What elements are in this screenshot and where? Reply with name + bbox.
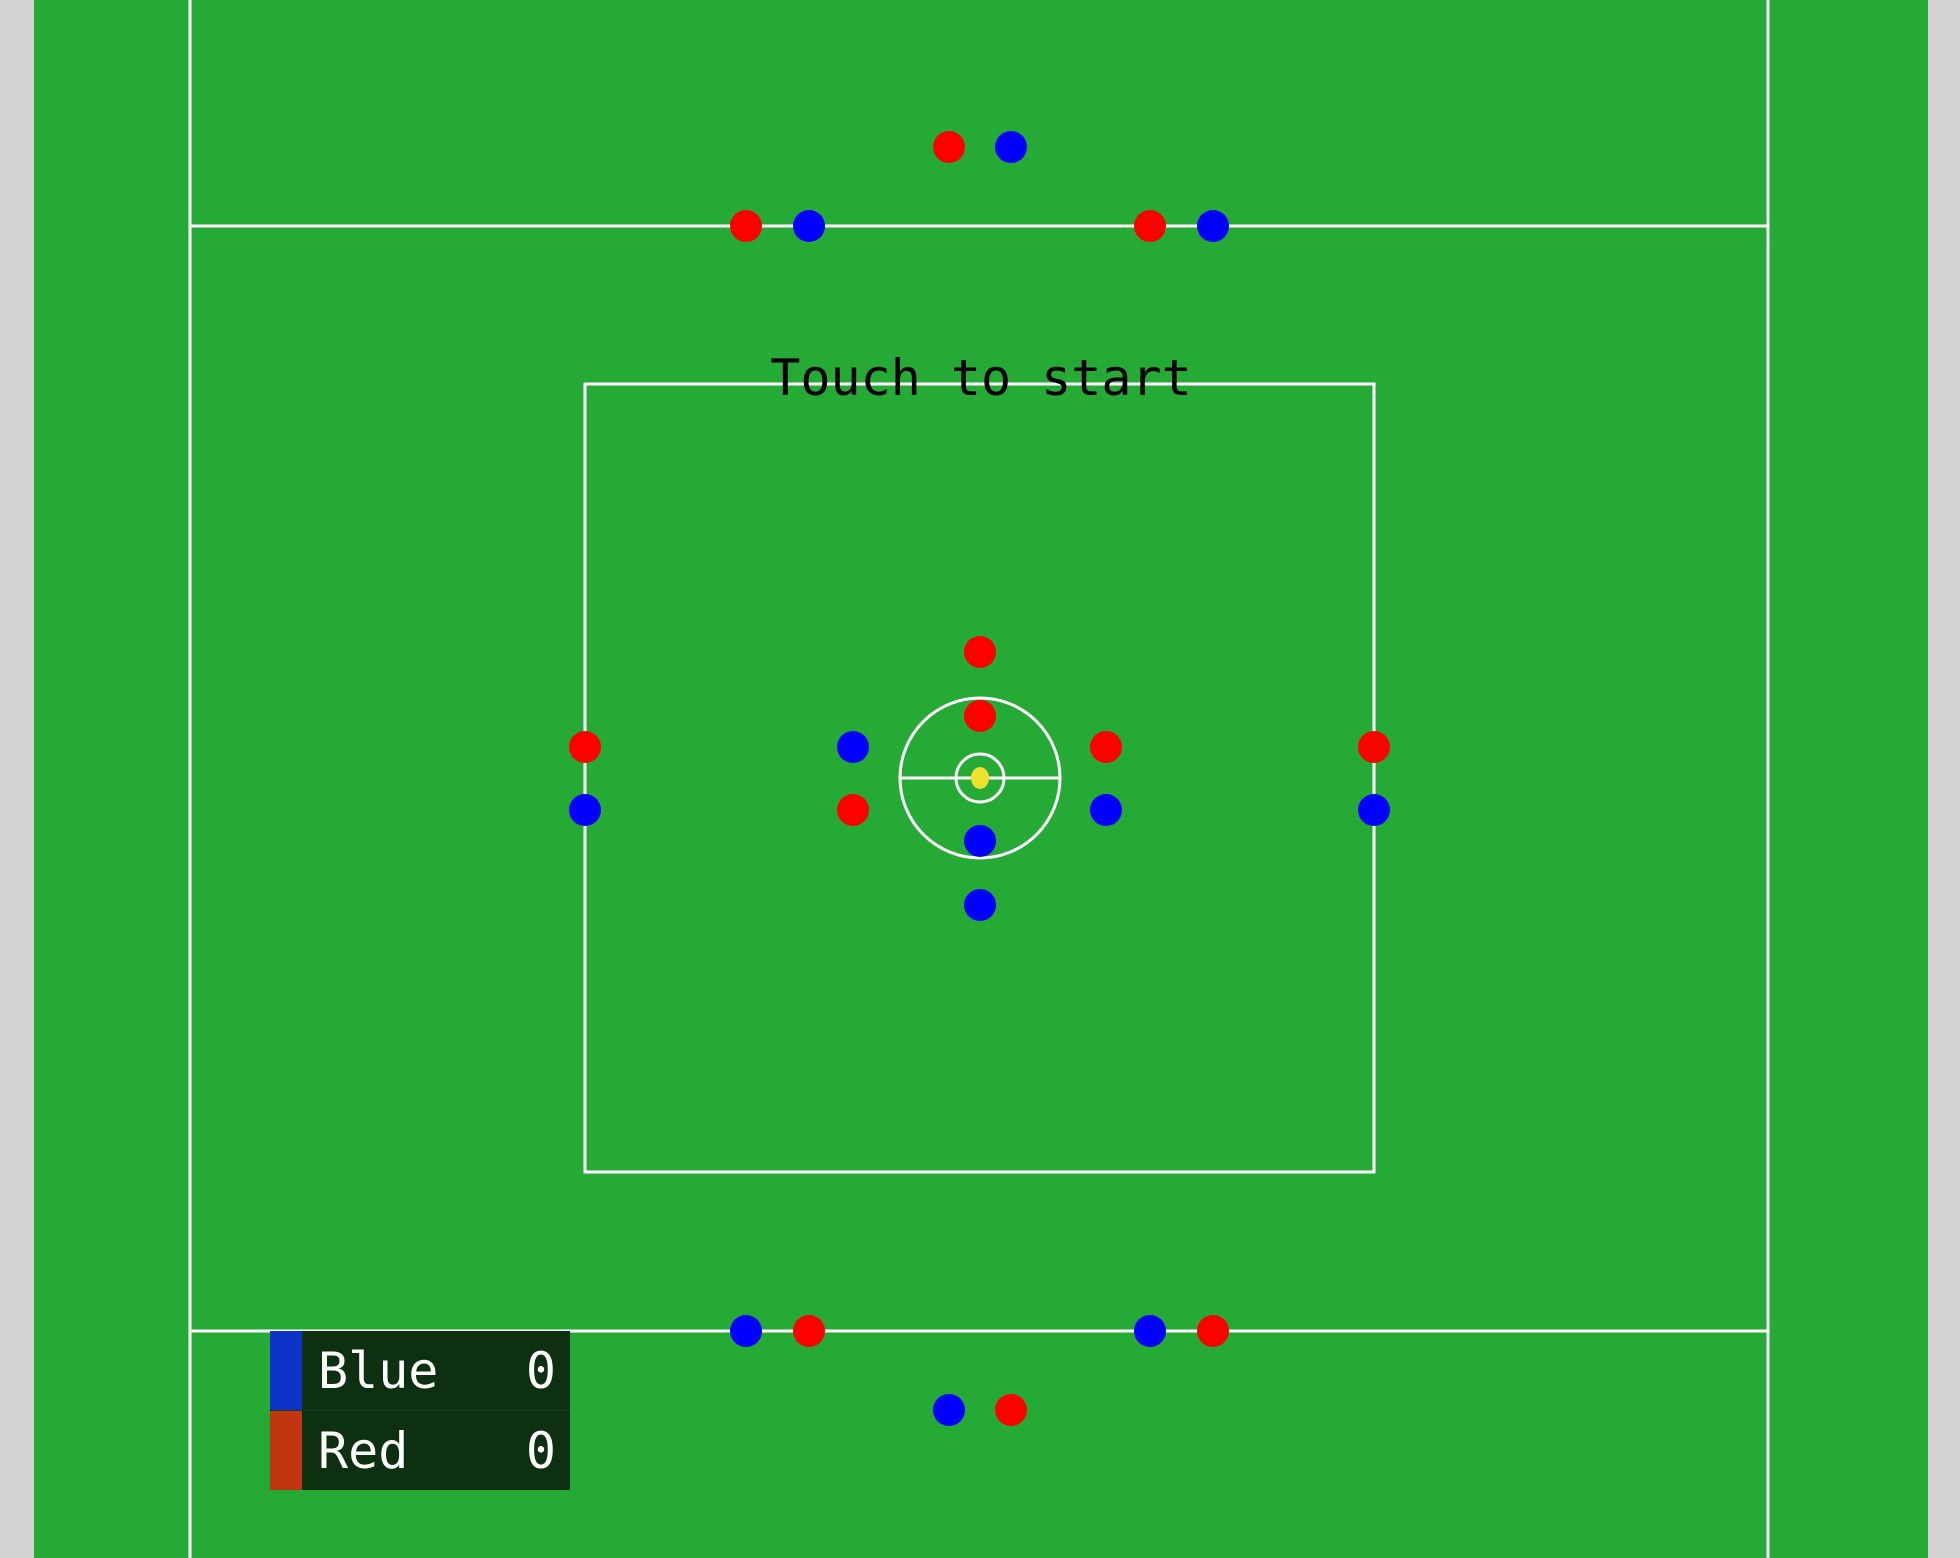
red-player-7 <box>837 794 869 826</box>
red-player-9 <box>1358 731 1390 763</box>
red-player-5 <box>964 700 996 732</box>
game-field[interactable]: Touch to start Blue 0 Red 0 <box>34 0 1928 1558</box>
score-row-blue: Blue 0 <box>270 1331 570 1410</box>
team-score-blue: 0 <box>525 1341 556 1400</box>
red-player-12 <box>995 1394 1027 1426</box>
blue-player-9 <box>964 889 996 921</box>
red-player-10 <box>793 1315 825 1347</box>
red-player-1 <box>933 131 965 163</box>
red-player-8 <box>1090 731 1122 763</box>
scoreboard: Blue 0 Red 0 <box>270 1331 570 1490</box>
team-name-blue: Blue <box>318 1341 439 1400</box>
blue-player-1 <box>995 131 1027 163</box>
team-color-swatch-blue <box>270 1331 302 1410</box>
team-name-red: Red <box>318 1421 409 1480</box>
red-player-4 <box>964 636 996 668</box>
blue-player-11 <box>1134 1315 1166 1347</box>
blue-player-10 <box>730 1315 762 1347</box>
red-player-11 <box>1197 1315 1229 1347</box>
center-square <box>583 382 1376 1174</box>
blue-player-8 <box>964 825 996 857</box>
red-player-6 <box>569 731 601 763</box>
red-player-2 <box>730 210 762 242</box>
blue-player-5 <box>837 731 869 763</box>
blue-player-6 <box>1090 794 1122 826</box>
ball <box>971 767 989 789</box>
blue-player-3 <box>1197 210 1229 242</box>
red-player-3 <box>1134 210 1166 242</box>
blue-player-4 <box>569 794 601 826</box>
blue-player-12 <box>933 1394 965 1426</box>
team-score-red: 0 <box>525 1421 556 1480</box>
blue-player-2 <box>793 210 825 242</box>
team-color-swatch-red <box>270 1411 302 1490</box>
score-row-red: Red 0 <box>270 1410 570 1490</box>
blue-player-7 <box>1358 794 1390 826</box>
start-prompt[interactable]: Touch to start <box>770 349 1192 407</box>
